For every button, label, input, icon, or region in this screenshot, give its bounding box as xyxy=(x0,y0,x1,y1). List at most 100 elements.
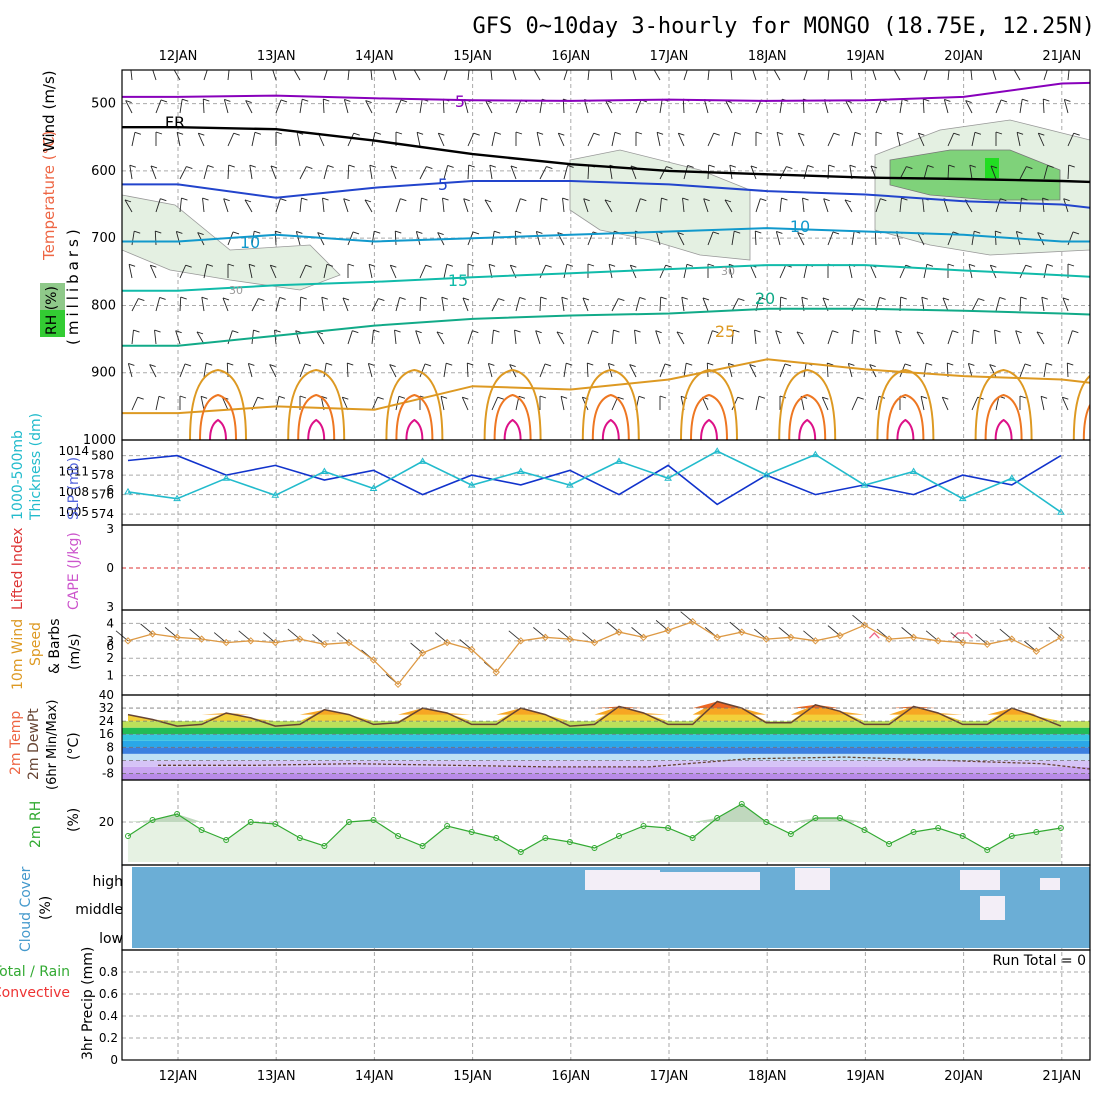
wind-barb xyxy=(316,331,325,345)
wind-barb-flag xyxy=(258,298,265,301)
wind-barb-flag xyxy=(378,298,385,301)
wind-barb xyxy=(440,396,445,411)
wind-barb-flag xyxy=(348,164,355,168)
wind-barb-flag xyxy=(539,395,547,399)
wind-barb xyxy=(175,330,181,345)
wind-barb xyxy=(249,165,253,180)
wind-barb xyxy=(201,297,205,312)
wind-speed-marker xyxy=(885,635,893,643)
wind-speed-marker xyxy=(1008,635,1016,643)
wind-speed-marker xyxy=(173,633,181,642)
slp-marker xyxy=(1057,508,1065,515)
wind-barb-flag xyxy=(952,231,960,235)
wind-barb-flag xyxy=(254,230,261,234)
wind-barb xyxy=(370,70,373,81)
slp-marker xyxy=(320,467,329,475)
wind-barb-flag xyxy=(676,331,684,335)
surface-warm-contour xyxy=(778,368,837,440)
wind-barb xyxy=(274,230,277,246)
wind-barb-flag xyxy=(124,199,132,203)
wind-barb xyxy=(995,297,1001,312)
wind-barb-flag xyxy=(587,263,595,267)
wind-barb xyxy=(920,396,925,411)
rh-marker xyxy=(566,839,573,845)
wind-barb-flag xyxy=(796,331,804,335)
wind-barb-flag xyxy=(244,199,252,203)
wind-barb-flag xyxy=(948,164,955,168)
wind-barb xyxy=(389,265,397,279)
upper-ylabel-wind: Wind (m/s) xyxy=(40,70,58,152)
wind-barb-flag xyxy=(196,331,204,335)
wind-barb-flag xyxy=(688,67,694,69)
wind-barb-flag xyxy=(512,67,518,69)
wind-barb xyxy=(1037,232,1045,246)
wind-barb-flag xyxy=(1040,395,1048,399)
slp-marker xyxy=(369,484,378,491)
temp-warm-fill xyxy=(128,701,1061,715)
wind-barb-flag xyxy=(275,230,282,234)
wind-speed-marker xyxy=(222,638,230,647)
wind-barb-flag xyxy=(546,166,553,169)
wind-barb-flag xyxy=(638,395,646,399)
wind-barb xyxy=(632,70,637,81)
wind-barb-flag xyxy=(703,198,710,202)
wind-barb-flag xyxy=(371,66,377,68)
temp-warm-fill xyxy=(128,701,1061,709)
wind-barb xyxy=(466,362,469,378)
wind-barb xyxy=(251,330,254,345)
wind-barb xyxy=(683,70,688,81)
wind-barb-flag xyxy=(1041,296,1048,300)
wind-barb-flag xyxy=(1072,231,1080,235)
temp-warm-fill xyxy=(128,701,1061,722)
wind-barb-flag xyxy=(566,362,573,366)
slp-ylabel: SLP (mb) xyxy=(66,457,82,520)
wind-barb xyxy=(251,132,256,147)
wind-barb xyxy=(490,70,493,81)
wind-barb-flag xyxy=(1026,166,1033,169)
wind-barb-flag xyxy=(731,66,737,68)
wind-barb-flag xyxy=(901,197,908,201)
wind-barb-flag xyxy=(758,395,766,399)
slp-marker xyxy=(1007,474,1016,481)
temp-line xyxy=(127,700,1062,727)
wind-barb-flag xyxy=(440,395,448,399)
wind-barb xyxy=(775,231,781,246)
contour-label: 5 xyxy=(455,92,465,111)
wind-barb-flag xyxy=(197,232,204,235)
wind-speed-marker xyxy=(1032,647,1041,655)
surface-warm-contour xyxy=(994,418,1013,440)
rh-marker xyxy=(665,825,672,831)
wind-barb-flag xyxy=(150,264,157,268)
upper-ylabel-mb: (millibars) xyxy=(64,225,82,345)
li-tick-label: 6 xyxy=(106,483,114,497)
date-label-top: 12JAN xyxy=(159,49,198,64)
wind-barb xyxy=(827,231,834,246)
date-label-top: 19JAN xyxy=(846,49,885,64)
cloud-gap xyxy=(585,870,660,890)
wind-barb xyxy=(563,165,569,180)
surface-warm-contour xyxy=(680,368,738,440)
wind-barb xyxy=(197,133,205,147)
wind-barb-flag xyxy=(947,362,954,366)
wind-barb xyxy=(947,133,955,147)
wind-barb xyxy=(895,330,901,345)
wind-barb-flag xyxy=(900,296,907,300)
wind-barb-flag xyxy=(245,100,252,103)
slp-marker xyxy=(124,487,132,495)
wind-barb xyxy=(872,70,877,81)
wind-barb-flag xyxy=(832,330,839,334)
wind-barb xyxy=(269,364,277,378)
wind-barb-flag xyxy=(1043,98,1050,102)
wind-barb xyxy=(371,397,379,411)
contour-label: 10 xyxy=(240,233,260,252)
wind-barb xyxy=(659,166,667,180)
wind-barb-flag xyxy=(347,263,355,267)
date-label-top: 14JAN xyxy=(355,49,394,64)
wind-barb-flag xyxy=(472,231,480,235)
wind-barb-flag xyxy=(879,297,886,300)
wind-barb-flag xyxy=(965,100,972,103)
wind-barb xyxy=(299,166,307,180)
wind-barb xyxy=(155,297,161,312)
wind-barb-flag xyxy=(154,329,161,333)
wind-barb-flag xyxy=(208,67,214,69)
